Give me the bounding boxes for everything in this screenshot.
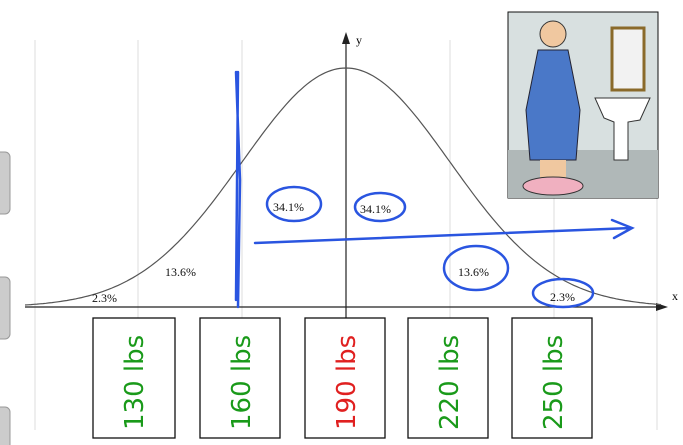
annotations	[234, 70, 635, 309]
side-tabs	[0, 151, 11, 445]
x-label: x	[672, 289, 678, 303]
sink	[594, 97, 651, 161]
tab	[0, 151, 11, 215]
weight-box	[511, 317, 593, 439]
region-label: 13.6%	[458, 265, 489, 279]
mirror	[610, 26, 646, 92]
ink-circle	[442, 244, 510, 292]
scale	[522, 176, 584, 196]
robe	[525, 49, 581, 161]
ink-circle	[531, 277, 595, 309]
weight-label: 130 lbs	[120, 335, 150, 430]
weight-box	[407, 317, 489, 439]
ink-circle	[353, 191, 407, 223]
head	[539, 20, 567, 48]
weight-label: 190 lbs	[332, 335, 362, 430]
region-label: 34.1%	[273, 200, 304, 214]
weight-label: 220 lbs	[435, 335, 465, 430]
region-label: 2.3%	[550, 290, 575, 304]
tab	[0, 406, 11, 445]
ink-arrow	[253, 218, 635, 245]
region-label: 13.6%	[165, 265, 196, 279]
ink-line	[234, 70, 242, 309]
weight-box	[304, 317, 386, 439]
weight-label: 250 lbs	[539, 335, 569, 430]
ink-circle	[265, 185, 323, 223]
region-label: 2.3%	[92, 291, 117, 305]
y-arrow	[342, 32, 350, 44]
weight-box	[92, 317, 176, 439]
y-label: y	[356, 33, 362, 47]
region-label: 34.1%	[360, 202, 391, 216]
legs	[540, 160, 566, 180]
weight-label: 160 lbs	[227, 335, 257, 430]
weight-box	[199, 317, 281, 439]
tab	[0, 276, 11, 340]
bathroom-picture	[507, 11, 659, 199]
weight-boxes	[92, 317, 593, 439]
normal-curve	[24, 67, 662, 306]
